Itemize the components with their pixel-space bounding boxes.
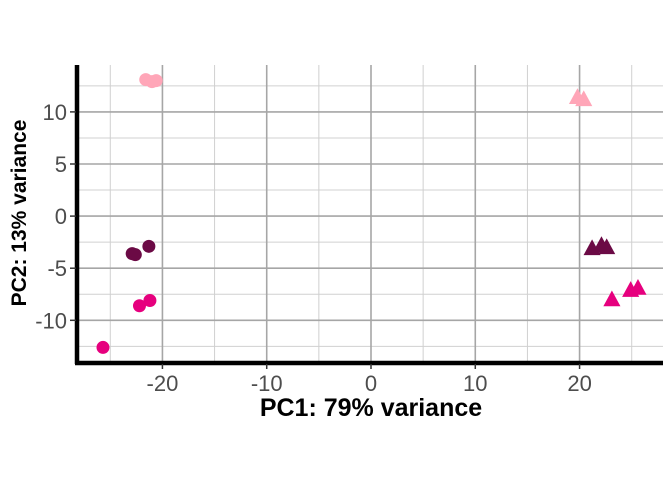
x-tick-labels: -20 -10 0 10 20 xyxy=(147,371,592,396)
x-tick-label: -10 xyxy=(251,371,283,396)
x-tick-label: -20 xyxy=(147,371,179,396)
y-axis-title: PC2: 13% variance xyxy=(8,120,31,307)
x-tick-label: 20 xyxy=(567,371,591,396)
data-point-circle xyxy=(149,74,163,88)
data-point-triangle xyxy=(598,238,616,255)
data-point-triangle xyxy=(629,279,647,295)
data-point-circle xyxy=(143,294,157,308)
y-tick-labels: -10 -5 0 5 10 xyxy=(35,100,67,333)
y-tick-label: 5 xyxy=(55,152,67,177)
data-point-circle xyxy=(132,299,146,313)
x-axis-title: PC1: 79% variance xyxy=(260,394,482,422)
major-gridlines xyxy=(79,65,663,362)
data-point-circle xyxy=(96,340,110,354)
data-point-circle xyxy=(142,239,156,253)
data-point-triangle xyxy=(603,290,621,307)
y-tick-label: -5 xyxy=(47,256,67,281)
data-points xyxy=(96,73,647,354)
y-tick-label: 0 xyxy=(55,204,67,229)
axes xyxy=(70,65,663,369)
y-tick-label: 10 xyxy=(43,100,67,125)
data-point-triangle xyxy=(575,90,593,107)
x-tick-label: 10 xyxy=(463,371,487,396)
data-point-circle xyxy=(128,248,142,262)
x-tick-label: 0 xyxy=(365,371,377,396)
y-tick-label: -10 xyxy=(35,308,67,333)
